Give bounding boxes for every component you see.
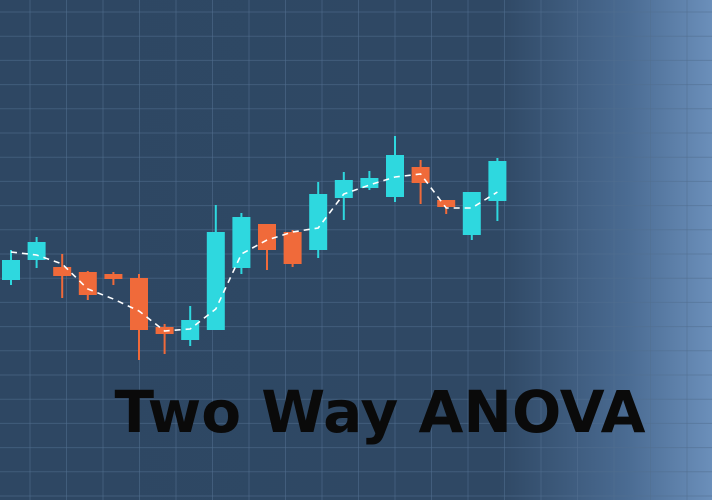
candle-body	[206, 232, 225, 330]
candle-body	[309, 194, 328, 250]
candle-body	[2, 260, 20, 280]
candle	[283, 230, 302, 267]
candle-body	[27, 242, 46, 260]
candle	[232, 213, 251, 274]
candle	[206, 205, 225, 330]
candle-body	[283, 232, 302, 264]
candle	[488, 158, 507, 221]
candle	[334, 172, 353, 220]
trend-line	[10, 173, 498, 332]
candle-body	[334, 180, 353, 198]
candle	[2, 250, 20, 285]
candle-body	[437, 200, 456, 207]
chart-title: Two Way ANOVA	[114, 378, 646, 446]
candle-body	[232, 217, 251, 268]
candle-body	[130, 278, 148, 330]
candle	[309, 182, 328, 258]
candle-body	[258, 224, 276, 250]
candle-body	[53, 267, 72, 276]
candle	[462, 192, 481, 240]
candle-body	[386, 155, 404, 197]
candle-body	[104, 274, 123, 279]
candle-body	[462, 192, 481, 235]
candle-body	[360, 178, 379, 188]
candle-body	[181, 320, 200, 340]
candle	[258, 224, 276, 270]
candle	[155, 324, 174, 354]
candle	[360, 171, 379, 190]
candle	[78, 271, 97, 300]
candle	[386, 136, 404, 202]
candle	[104, 272, 123, 285]
candles	[2, 136, 507, 360]
candle-body	[78, 272, 97, 295]
trend-line-group	[10, 173, 498, 332]
candle	[181, 306, 200, 346]
candle	[130, 274, 148, 360]
candle	[27, 237, 46, 268]
candle	[53, 254, 72, 298]
candle-body	[488, 161, 507, 201]
